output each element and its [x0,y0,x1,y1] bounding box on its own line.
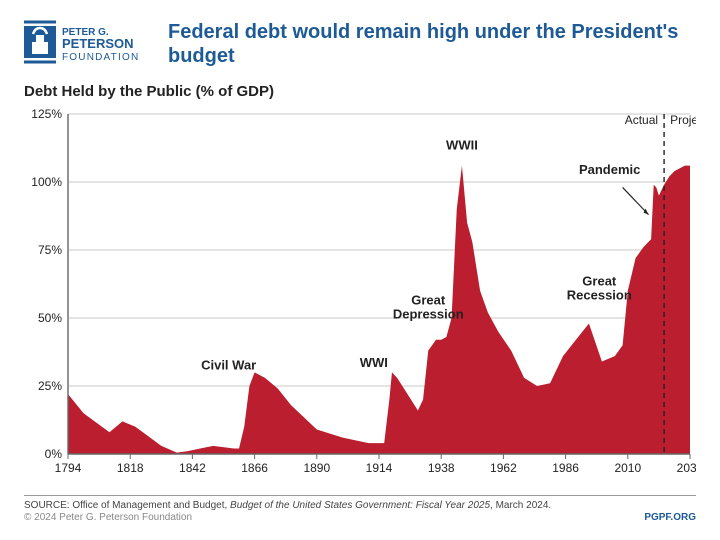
x-tick-label: 1842 [179,461,206,475]
annotation-label: Pandemic [579,162,640,177]
y-tick-label: 25% [38,379,62,393]
x-tick-label: 1938 [428,461,455,475]
y-tick-label: 100% [31,175,62,189]
copyright-text: © 2024 Peter G. Peterson Foundation [24,512,192,523]
area-series [68,166,690,454]
x-tick-label: 2010 [614,461,641,475]
header: PETER G. PETERSON FOUNDATION Federal deb… [24,20,696,71]
x-tick-label: 1986 [552,461,579,475]
y-tick-label: 0% [45,447,63,461]
projected-label: Projected [670,113,696,127]
annotation-label: Great [582,273,617,288]
pgpf-link: PGPF.ORG [644,512,696,523]
x-tick-label: 1914 [366,461,393,475]
chart-subtitle: Debt Held by the Public (% of GDP) [24,83,696,100]
chart-title: Federal debt would remain high under the… [168,20,696,68]
logo-text-3: FOUNDATION [62,52,139,63]
x-tick-label: 1818 [117,461,144,475]
x-tick-label: 1866 [241,461,268,475]
footer: SOURCE: Office of Management and Budget,… [24,495,696,523]
x-tick-label: 1794 [55,461,82,475]
logo-text-2: PETERSON [62,36,134,51]
annotation-label: Civil War [201,358,256,373]
chart-area: 0% 25% 50% 75% 100% 125% 1794 1818 1842 1866 1890 1… [24,104,696,489]
y-tick-label: 50% [38,311,62,325]
actual-label: Actual [625,113,658,127]
annotation-label: Recession [567,287,632,302]
annotation-label: WWII [446,137,478,152]
pgpf-logo: PETER G. PETERSON FOUNDATION [24,20,154,71]
annotation-label: WWI [360,355,388,370]
y-tick-label: 125% [31,107,62,121]
x-tick-label: 1890 [303,461,330,475]
source-text: SOURCE: Office of Management and Budget,… [24,495,696,511]
x-tick-label: 1962 [490,461,517,475]
x-tick-label: 2034 [677,461,696,475]
y-tick-label: 75% [38,243,62,257]
annotation-label: Great [411,292,446,307]
annotation-label: Depression [393,306,464,321]
